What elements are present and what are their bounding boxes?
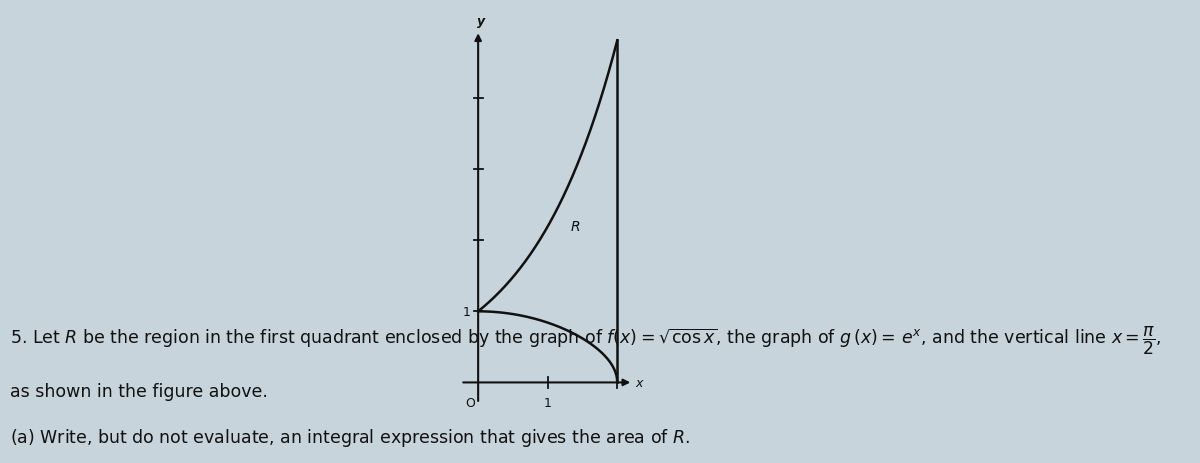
Text: y: y [476,15,485,28]
Text: 5. Let $\it{R}$ be the region in the first quadrant enclosed by the graph of $f(: 5. Let $\it{R}$ be the region in the fir… [10,324,1162,357]
Text: as shown in the figure above.: as shown in the figure above. [10,382,268,400]
Text: R: R [571,219,581,233]
Text: (a) Write, but do not evaluate, an integral expression that gives the area of $\: (a) Write, but do not evaluate, an integ… [10,426,690,448]
Text: O: O [466,396,475,409]
Text: 1: 1 [544,396,552,409]
Text: 1: 1 [462,305,470,318]
Text: x: x [636,376,643,389]
